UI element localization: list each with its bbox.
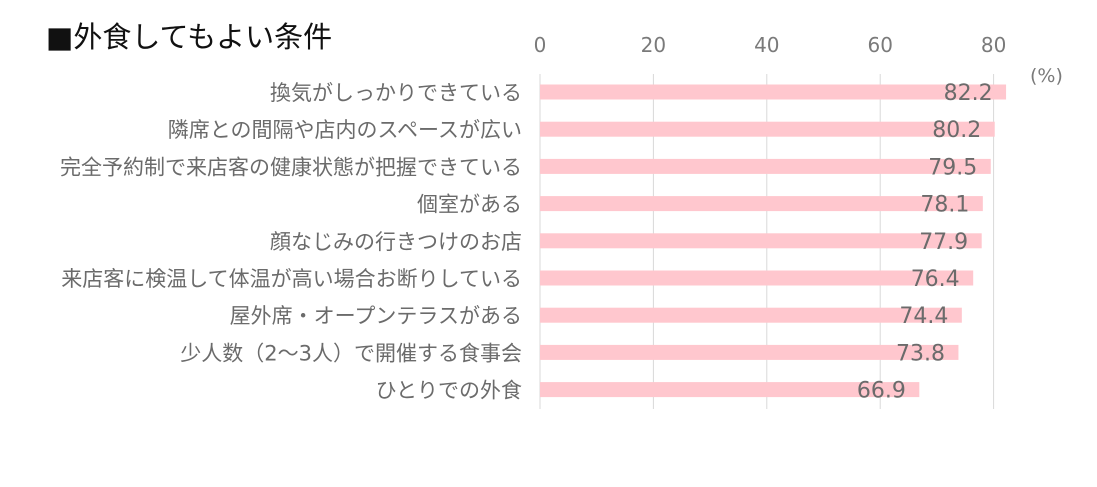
data-label: 80.2: [932, 118, 981, 143]
bar: [540, 270, 974, 286]
data-label: 66.9: [857, 379, 906, 404]
data-labels: 82.2 80.2 79.5 78.1 77.9 76.4 74.4 73.8 66.9: [857, 81, 993, 404]
category-label: ひとりでの外食: [376, 379, 522, 403]
category-label: 個室がある: [417, 193, 522, 217]
bar: [540, 84, 1007, 100]
x-tick-label: 0: [534, 33, 547, 57]
chart-title: ■外食してもよい条件: [46, 20, 333, 54]
data-label: 82.2: [944, 81, 993, 106]
bar: [540, 307, 962, 323]
x-tick-label: 80: [981, 33, 1006, 57]
bar: [540, 233, 982, 249]
category-label: 完全予約制で来店客の健康状態が把握できている: [60, 155, 522, 179]
category-label: 少人数（2〜3人）で開催する食事会: [180, 341, 522, 365]
bar: [540, 382, 920, 398]
data-label: 76.4: [911, 267, 960, 292]
category-label: 来店客に検温して体温が高い場合お断りしている: [61, 267, 522, 291]
bars: [540, 84, 1007, 398]
data-label: 79.5: [928, 155, 977, 180]
x-tick-label: 40: [754, 33, 779, 57]
bar: [540, 196, 983, 212]
bar: [540, 121, 995, 137]
bar: [540, 158, 991, 174]
data-label: 78.1: [920, 193, 969, 218]
data-label: 74.4: [899, 304, 948, 329]
category-label: 顔なじみの行きつけのお店: [270, 230, 522, 254]
category-labels: 換気がしっかりできている隣席との間隔や店内のスペースが広い完全予約制で来店客の健…: [60, 81, 522, 403]
x-axis-ticks: 0 20 40 60 80: [534, 33, 1007, 57]
category-label: 隣席との間隔や店内のスペースが広い: [168, 118, 522, 142]
category-label: 屋外席・オープンテラスがある: [230, 304, 522, 328]
unit-label: (%): [1030, 65, 1063, 87]
x-tick-label: 60: [867, 33, 892, 57]
data-label: 77.9: [919, 230, 968, 255]
bar: [540, 344, 959, 360]
category-label: 換気がしっかりできている: [270, 81, 522, 105]
x-tick-label: 20: [641, 33, 666, 57]
data-label: 73.8: [896, 341, 945, 366]
